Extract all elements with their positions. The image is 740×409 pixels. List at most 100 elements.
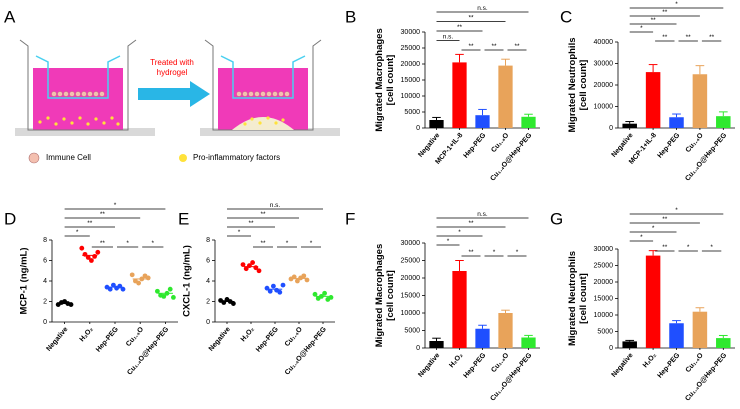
y-tick-label: 40000	[594, 39, 614, 46]
point	[82, 251, 88, 257]
bracket-label: *	[76, 229, 79, 236]
y-axis-label: Migrated Macrophages	[374, 28, 385, 131]
bar	[645, 255, 661, 348]
y-tick-label: 10000	[401, 93, 421, 100]
y-tick-label: 25000	[401, 257, 421, 264]
bracket-label: **	[709, 34, 715, 41]
bar	[692, 311, 708, 348]
bar	[429, 341, 444, 348]
point	[280, 282, 286, 288]
bracket-label: **	[260, 211, 266, 218]
y-tick-label: 20000	[401, 275, 421, 282]
panel-letter: A	[4, 7, 16, 26]
x-tick-label: Hep-PEG	[463, 352, 488, 380]
insert	[220, 55, 306, 99]
bracket-label: **	[662, 34, 668, 41]
x-tick-label: Cu₁.₄O@Hep-PEG	[489, 352, 533, 403]
point	[277, 289, 283, 295]
bracket-label: n.s.	[270, 202, 281, 209]
point	[171, 295, 176, 300]
legend-text: Immune Cell	[46, 153, 91, 162]
point	[107, 286, 113, 292]
point	[304, 277, 310, 283]
bracket-label: **	[468, 43, 474, 50]
y-tick-label: 6	[206, 257, 210, 264]
x-tick-label: H₂O₂	[642, 352, 658, 369]
bar	[716, 116, 731, 128]
panel: F 0 5000 10000 15000 20000 25000 30000 Migrated …	[345, 209, 540, 403]
y-axis-label: MCP-1 (ng/mL)	[19, 247, 30, 314]
x-tick-label: Hep-PEG	[657, 132, 682, 160]
y-axis-label: [cell count]	[578, 273, 589, 324]
bracket-label: n.s.	[477, 5, 488, 12]
x-tick-label: Cu₁.₄O@Hep-PEG	[284, 326, 328, 377]
medium	[33, 68, 123, 130]
point	[92, 254, 97, 259]
bar	[475, 115, 490, 128]
bracket-label: **	[468, 15, 474, 22]
panel: B 0 5000 10000 15000 20000 25000 30000 Migrated …	[345, 5, 540, 183]
point	[231, 301, 236, 306]
point	[136, 280, 142, 286]
bracket-label: **	[260, 240, 266, 247]
bracket-label: **	[468, 249, 474, 256]
x-tick-label: Cu₁.₄O	[284, 326, 304, 349]
y-tick-label: 5000	[404, 109, 420, 116]
x-tick-label: Hep-PEG	[255, 326, 280, 354]
x-tick-label: H₂O₂	[448, 352, 464, 369]
point	[167, 286, 173, 292]
bar	[521, 116, 536, 128]
cells	[236, 91, 290, 97]
point	[256, 268, 262, 274]
bracket-label: *	[458, 229, 461, 236]
x-tick-label: Negative	[417, 132, 441, 159]
panel-letter: C	[560, 7, 572, 26]
y-tick-label: 2	[206, 298, 210, 305]
cells	[51, 91, 105, 97]
y-tick-label: 0	[416, 345, 420, 352]
x-tick-label: Cu₁.₄O	[490, 132, 510, 155]
point	[95, 249, 101, 255]
y-axis-label: [cell count]	[385, 270, 396, 321]
y-tick-label: 0	[609, 345, 613, 352]
point	[129, 272, 135, 278]
bar	[498, 313, 513, 348]
point	[301, 273, 307, 279]
bracket-label: n.s.	[477, 211, 488, 218]
arrow-text: hydrogel	[157, 68, 188, 77]
panel-letter: G	[550, 209, 563, 228]
base	[15, 128, 155, 136]
y-tick-label: 5000	[597, 328, 613, 335]
y-tick-label: 0	[43, 319, 47, 326]
x-tick-label: H₂O₂	[79, 326, 95, 343]
legend-icon	[179, 154, 187, 162]
y-tick-label: 0	[206, 319, 210, 326]
x-tick-label: Cu₁.₄O@Hep-PEG	[489, 132, 533, 183]
point	[319, 293, 324, 299]
y-tick-label: 8	[43, 237, 47, 244]
y-tick-label: 30000	[594, 60, 614, 67]
point	[85, 255, 91, 260]
legend-text: Pro-inflammatory factors	[193, 153, 280, 162]
bracket-label: **	[662, 9, 668, 16]
bar	[716, 338, 731, 348]
y-tick-label: 20000	[594, 279, 614, 286]
bracket-label: **	[514, 43, 520, 50]
bracket-label: **	[457, 24, 463, 31]
y-tick-label: 0	[416, 125, 420, 132]
x-tick-label: Cu₁.₄O@Hep-PEG	[684, 132, 728, 183]
bar	[645, 72, 661, 128]
x-tick-label: Cu₁.₄O	[685, 352, 705, 375]
bar	[669, 117, 684, 128]
y-tick-label: 15000	[401, 292, 421, 299]
point	[240, 262, 246, 267]
point	[139, 276, 145, 282]
bar	[498, 65, 513, 128]
y-axis-label: Migrated Macrophages	[374, 244, 385, 347]
bracket-label: *	[640, 25, 643, 32]
point	[111, 282, 116, 288]
bracket-label: **	[468, 220, 474, 227]
point	[221, 300, 227, 305]
y-tick-label: 4	[206, 278, 210, 285]
